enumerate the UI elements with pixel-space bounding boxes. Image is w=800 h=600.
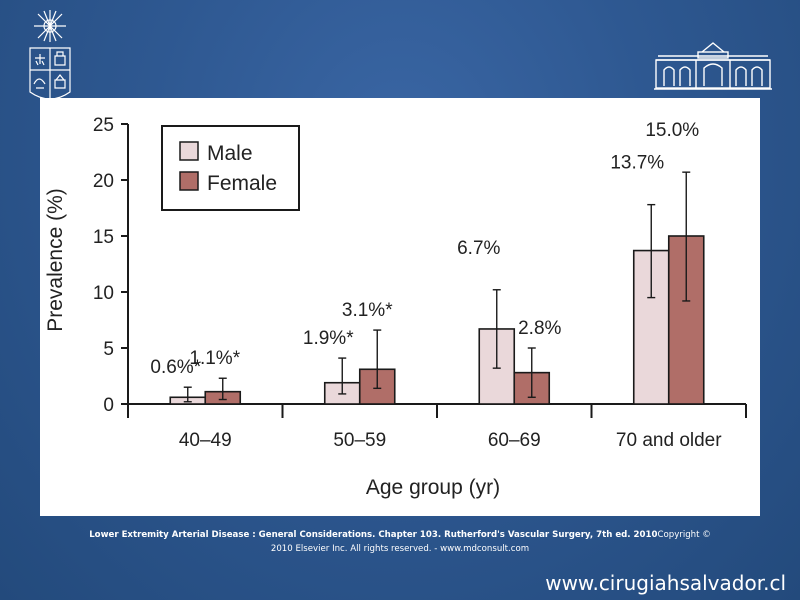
legend-box [161,125,300,211]
data-labels-group: 0.6%*1.1%* 1.9%* 3.1%* 6.7% 2.8% 13.7% 15.0% [150,120,699,378]
x-axis-title: Age group (yr) [366,476,500,499]
website-url: www.cirugiahsalvador.cl [545,571,786,595]
building-logo [654,42,772,90]
y-axis: 0 5 10 15 20 25 [93,115,129,416]
data-label-female: 1.1%* [189,348,240,369]
bar-female [667,235,705,405]
data-label-female: 3.1%* [342,300,393,321]
y-tick-label: 15 [93,227,114,248]
y-tick-label: 20 [93,171,114,192]
y-tick-label: 0 [103,395,114,416]
y-tick-label: 5 [103,339,114,360]
data-label-male: 0.6%* [150,357,201,378]
legend-swatch-female [179,171,199,191]
x-category-label: 60–69 [488,430,541,451]
prevalence-bar-chart: 0 5 10 15 20 25 40–49 50–59 60–69 70 and older 0… [44,115,747,499]
citation-title: Lower Extremity Arterial Disease : Gener… [89,530,658,540]
data-label-male: 13.7% [610,153,664,174]
legend: Male Female [161,125,300,211]
y-tick-label: 10 [93,283,114,304]
x-category-label: 70 and older [616,430,722,451]
x-category-label: 40–49 [179,430,232,451]
bars-group [169,171,705,405]
chart-panel: 0 5 10 15 20 25 40–49 50–59 60–69 70 and older 0… [40,98,760,516]
x-axis: 40–49 50–59 60–69 70 and older [127,403,747,451]
data-label-female: 2.8% [518,318,561,339]
university-seal-logo [29,10,71,100]
citation-line-1: Lower Extremity Arterial Disease : Gener… [40,528,760,542]
data-label-male: 1.9%* [303,328,354,349]
y-tick-label: 25 [93,115,114,136]
y-axis-title: Prevalence (%) [44,188,67,332]
data-label-male: 6.7% [457,238,500,259]
legend-swatch-male [179,141,199,161]
citation-caption: Lower Extremity Arterial Disease : Gener… [40,528,760,556]
citation-copyright: Copyright © [657,530,711,540]
legend-label-female: Female [207,172,277,195]
citation-line-2: 2010 Elsevier Inc. All rights reserved. … [270,544,530,554]
legend-label-male: Male [207,142,253,165]
data-label-female: 15.0% [645,120,699,141]
x-category-label: 50–59 [333,430,386,451]
